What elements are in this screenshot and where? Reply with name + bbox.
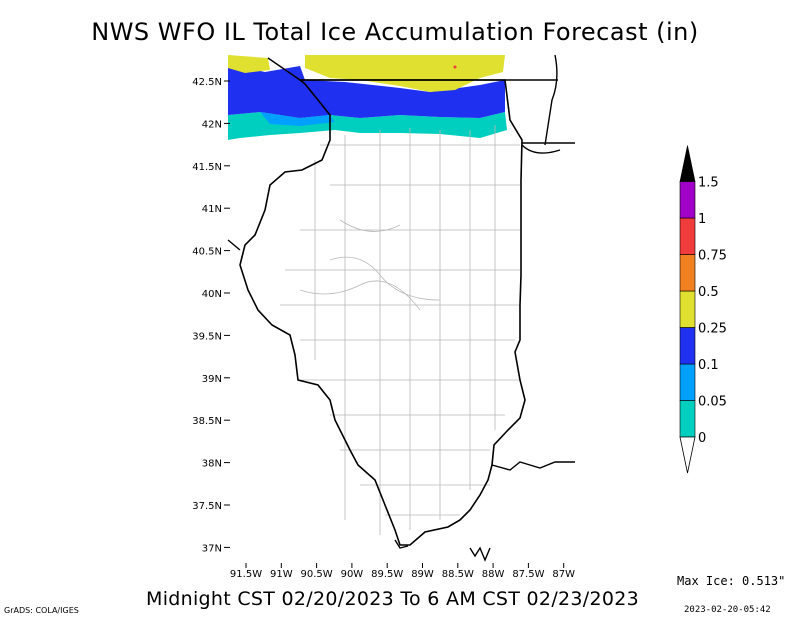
legend-label: 0 xyxy=(698,431,706,446)
legend-swatch xyxy=(679,254,696,292)
legend-label: 0.5 xyxy=(698,285,719,300)
neighbor-boundaries xyxy=(227,54,575,562)
legend-swatch xyxy=(679,400,696,438)
lon-tick-label: 90.5W xyxy=(301,569,333,580)
legend-label: 1.5 xyxy=(698,176,719,191)
lat-tick-label: 40.5N xyxy=(192,247,222,258)
lat-tick-label: 41N xyxy=(202,204,222,215)
lon-tick-label: 88W xyxy=(482,569,505,580)
shade-band-yellow-north xyxy=(305,55,505,92)
shade-max-spot xyxy=(453,65,457,69)
legend-swatch xyxy=(679,363,696,401)
legend-swatch xyxy=(679,181,696,219)
legend-swatch xyxy=(679,290,696,328)
lat-tick-label: 41.5N xyxy=(192,162,222,173)
grads-credit: GrADS: COLA/IGES xyxy=(4,606,79,615)
lat-tick-label: 37.5N xyxy=(192,501,222,512)
lat-tick-label: 40N xyxy=(202,289,222,300)
lat-tick-label: 39N xyxy=(202,374,222,385)
lon-tick-label: 89.5W xyxy=(371,569,403,580)
legend-label: 0.05 xyxy=(698,395,727,410)
lat-tick-label: 42N xyxy=(202,119,222,130)
lat-tick-label: 37N xyxy=(202,543,222,554)
lat-tick-label: 38.5N xyxy=(192,416,222,427)
legend-swatch xyxy=(679,217,696,255)
shade-band-yellow-west xyxy=(228,55,270,73)
lat-tick-label: 39.5N xyxy=(192,331,222,342)
legend-label: 0.1 xyxy=(698,358,719,373)
lon-tick-label: 91.5W xyxy=(230,569,262,580)
illinois-outline xyxy=(239,79,526,546)
legend-label: 1 xyxy=(698,212,706,227)
legend-arrow-top xyxy=(679,145,696,182)
ice-shading xyxy=(228,55,507,140)
lon-tick-label: 87W xyxy=(552,569,575,580)
lon-tick-label: 90W xyxy=(341,569,364,580)
lon-tick-label: 87.5W xyxy=(512,569,544,580)
lon-tick-label: 88.5W xyxy=(442,569,474,580)
legend-colorbar: 0 0.05 0.1 0.25 0.5 0.75 1 1.5 xyxy=(679,145,727,474)
legend-swatch xyxy=(679,327,696,365)
lat-tick-label: 38N xyxy=(202,459,222,470)
timestamp: 2023-02-20-05:42 xyxy=(684,605,771,615)
map-title: NWS WFO IL Total Ice Accumulation Foreca… xyxy=(91,18,699,46)
legend-arrow-bottom xyxy=(679,436,696,474)
legend-label: 0.75 xyxy=(698,249,727,264)
county-lines xyxy=(280,125,520,535)
latitude-axis: 42.5N 42N 41.5N 41N 40.5N 40N 39.5N 39N 38.5N 38N… xyxy=(192,77,230,554)
shade-band-lightblue xyxy=(260,112,335,126)
lat-tick-label: 42.5N xyxy=(192,77,222,88)
max-ice-label: Max Ice: 0.513" xyxy=(677,574,786,588)
lon-tick-label: 89W xyxy=(411,569,434,580)
longitude-axis: 91.5W 91W 90.5W 90W 89.5W 89W 88.5W 88W 87.5W 87W xyxy=(230,563,575,580)
forecast-period: Midnight CST 02/20/2023 To 6 AM CST 02/2… xyxy=(146,588,640,610)
legend-label: 0.25 xyxy=(698,322,727,337)
lon-tick-label: 91W xyxy=(270,569,293,580)
